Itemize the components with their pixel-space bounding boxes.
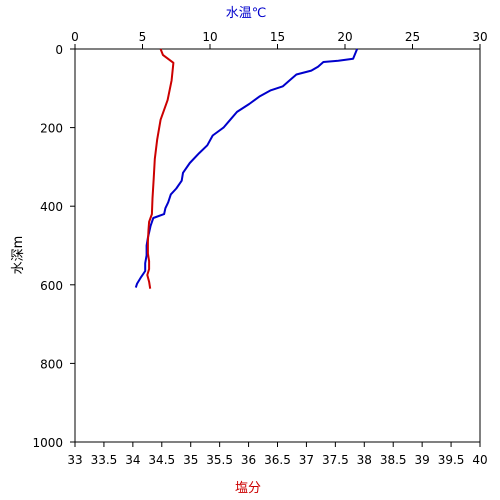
bottom-tick-label: 35 (183, 453, 198, 467)
bottom-tick-label: 40 (472, 453, 487, 467)
bottom-tick-label: 39 (415, 453, 430, 467)
series-layer (134, 48, 359, 289)
y-tick-label: 1000 (32, 436, 63, 450)
bottom-tick-label: 37 (299, 453, 314, 467)
y-axis-label: 水深m (11, 236, 26, 275)
top-tick-label: 20 (337, 30, 352, 44)
bottom-tick-label: 39.5 (438, 453, 465, 467)
top-tick-label: 10 (202, 30, 217, 44)
salinity-profile-line (146, 48, 175, 289)
top-tick-label: 30 (472, 30, 487, 44)
bottom-tick-label: 35.5 (206, 453, 233, 467)
y-tick-label: 800 (40, 357, 63, 371)
bottom-tick-label: 38 (357, 453, 372, 467)
bottom-tick-label: 33 (67, 453, 82, 467)
bottom-tick-label: 36.5 (264, 453, 291, 467)
y-tick-label: 200 (40, 122, 63, 136)
y-tick-label: 400 (40, 200, 63, 214)
bottom-tick-label: 36 (241, 453, 256, 467)
bottom-tick-label: 38.5 (380, 453, 407, 467)
bottom-tick-label: 37.5 (322, 453, 349, 467)
top-tick-label: 25 (405, 30, 420, 44)
y-tick-label: 600 (40, 279, 63, 293)
bottom-tick-label: 34 (125, 453, 140, 467)
bottom-axis-label: 塩分 (235, 481, 261, 496)
temperature-profile-line (134, 48, 359, 288)
bottom-axis-ticks: 33 33.5 34 34.5 35 35.5 36 36.5 37 37.5 38 38.5 39 39… (67, 442, 488, 467)
top-tick-label: 15 (270, 30, 285, 44)
top-tick-label: 5 (139, 30, 147, 44)
top-axis-ticks: 0 5 10 15 20 25 30 (71, 30, 488, 49)
bottom-tick-label: 34.5 (148, 453, 175, 467)
top-axis-label: 水温℃ (226, 6, 267, 21)
top-tick-label: 0 (71, 30, 79, 44)
y-tick-label: 0 (55, 43, 63, 57)
bottom-tick-label: 33.5 (91, 453, 118, 467)
plot-frame (74, 48, 481, 443)
y-axis-ticks: 0 200 400 600 800 1000 (32, 43, 75, 450)
